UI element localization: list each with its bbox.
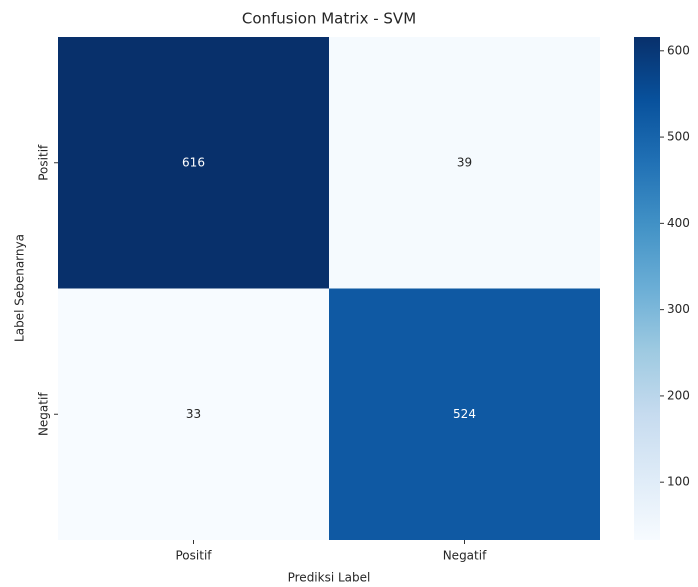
- cell-label: 33: [186, 407, 201, 421]
- x-tick-label: Negatif: [443, 549, 487, 563]
- cell-label: 616: [182, 155, 205, 169]
- heatmap-cell: [58, 288, 329, 540]
- cell-label: 524: [453, 407, 476, 421]
- y-tick-label: Positif: [37, 144, 51, 181]
- colorbar-tick-label: 600: [667, 43, 690, 57]
- colorbar: [634, 37, 660, 540]
- heatmap-cell: [58, 37, 329, 289]
- chart-title: Confusion Matrix - SVM: [242, 10, 416, 28]
- y-axis-label: Label Sebenarnya: [13, 234, 27, 342]
- colorbar-tick-label: 100: [667, 475, 690, 489]
- heatmap-cell: [329, 288, 600, 540]
- cell-label: 39: [457, 155, 472, 169]
- x-tick-label: Positif: [176, 549, 213, 563]
- colorbar-tick-label: 400: [667, 216, 690, 230]
- x-axis-label: Prediksi Label: [288, 571, 371, 585]
- heatmap-cell: [329, 37, 600, 289]
- colorbar-tick-label: 200: [667, 388, 690, 402]
- y-tick-label: Negatif: [37, 392, 51, 436]
- colorbar-tick-label: 300: [667, 302, 690, 316]
- colorbar-tick-label: 500: [667, 130, 690, 144]
